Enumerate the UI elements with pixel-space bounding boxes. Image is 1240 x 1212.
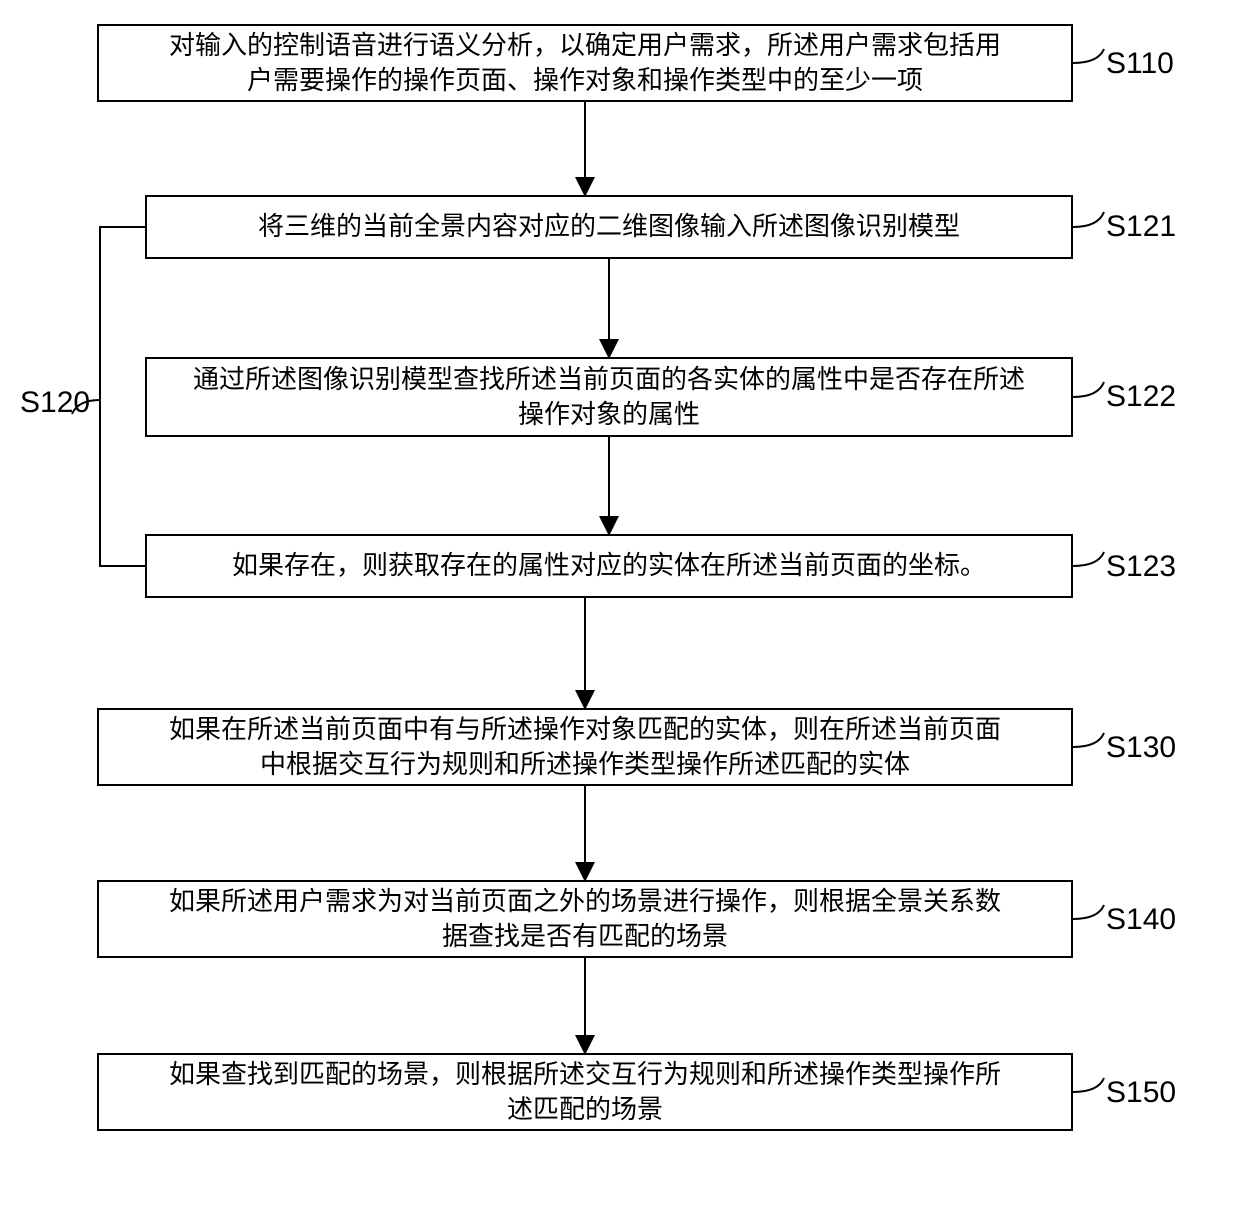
flow-node-n121: 将三维的当前全景内容对应的二维图像输入所述图像识别模型 [145,195,1073,259]
flow-node-text-n121: 将三维的当前全景内容对应的二维图像输入所述图像识别模型 [258,209,960,244]
label-connector-1 [1073,212,1104,227]
flow-node-text-n122: 通过所述图像识别模型查找所述当前页面的各实体的属性中是否存在所述 操作对象的属性 [193,362,1025,432]
flow-node-text-n123: 如果存在，则获取存在的属性对应的实体在所述当前页面的坐标。 [232,548,986,583]
flow-node-text-n140: 如果所述用户需求为对当前页面之外的场景进行操作，则根据全景关系数 据查找是否有匹… [169,884,1001,954]
flow-node-text-n150: 如果查找到匹配的场景，则根据所述交互行为规则和所述操作类型操作所 述匹配的场景 [169,1057,1001,1127]
label-connector-0 [1073,49,1104,63]
flow-node-n130: 如果在所述当前页面中有与所述操作对象匹配的实体，则在所述当前页面 中根据交互行为… [97,708,1073,786]
step-label-S122: S122 [1106,380,1176,414]
flowchart-svg [0,0,1240,1212]
flow-node-n150: 如果查找到匹配的场景，则根据所述交互行为规则和所述操作类型操作所 述匹配的场景 [97,1053,1073,1131]
label-connector-2 [1073,382,1104,397]
label-connector-4 [1073,733,1104,747]
flowchart-canvas: 对输入的控制语音进行语义分析，以确定用户需求，所述用户需求包括用 户需要操作的操… [0,0,1240,1212]
flow-node-n140: 如果所述用户需求为对当前页面之外的场景进行操作，则根据全景关系数 据查找是否有匹… [97,880,1073,958]
flow-node-n123: 如果存在，则获取存在的属性对应的实体在所述当前页面的坐标。 [145,534,1073,598]
step-label-S121: S121 [1106,210,1176,244]
step-label-S140: S140 [1106,903,1176,937]
flow-node-text-n130: 如果在所述当前页面中有与所述操作对象匹配的实体，则在所述当前页面 中根据交互行为… [169,712,1001,782]
step-label-S110: S110 [1106,47,1174,81]
label-connector-5 [1073,905,1104,919]
group-label-S120: S120 [20,386,90,420]
flow-node-n122: 通过所述图像识别模型查找所述当前页面的各实体的属性中是否存在所述 操作对象的属性 [145,357,1073,437]
group-bracket [100,227,145,566]
label-connector-3 [1073,552,1104,566]
label-connector-6 [1073,1078,1104,1092]
flow-node-n110: 对输入的控制语音进行语义分析，以确定用户需求，所述用户需求包括用 户需要操作的操… [97,24,1073,102]
step-label-S123: S123 [1106,550,1176,584]
flow-node-text-n110: 对输入的控制语音进行语义分析，以确定用户需求，所述用户需求包括用 户需要操作的操… [169,28,1001,98]
step-label-S130: S130 [1106,731,1176,765]
step-label-S150: S150 [1106,1076,1176,1110]
